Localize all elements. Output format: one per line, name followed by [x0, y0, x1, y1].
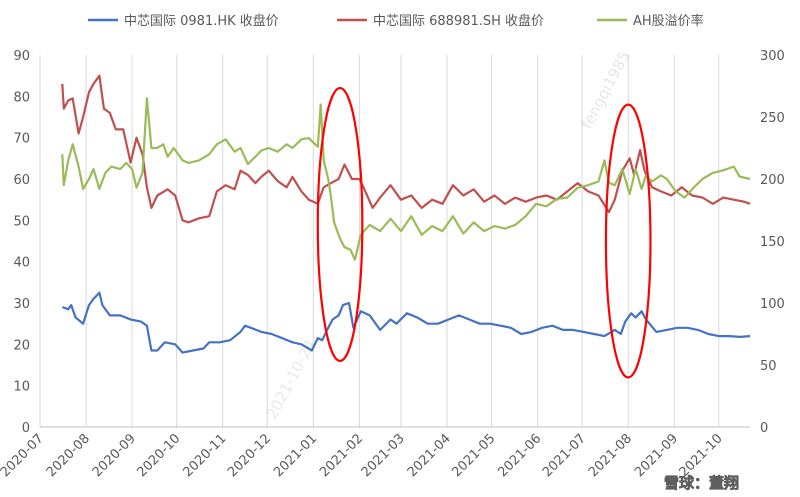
- left-tick-80: 80: [13, 90, 30, 105]
- x-tick-label-2020-09: 2020-09: [90, 431, 139, 480]
- left-tick-60: 60: [13, 173, 30, 188]
- x-tick-label-2020-12: 2020-12: [225, 431, 274, 480]
- x-tick-label-2020-10: 2020-10: [134, 431, 183, 480]
- x-tick-label-2021-09: 2021-09: [632, 431, 681, 480]
- right-tick-50: 50: [760, 359, 777, 374]
- highlight-ellipse-1: [316, 86, 364, 362]
- right-tick-300: 300: [760, 49, 785, 64]
- left-tick-90: 90: [13, 49, 30, 64]
- watermark-bottom: 2021-10-24: [263, 336, 320, 421]
- legend: 中芯国际 0981.HK 收盘价 中芯国际 688981.SH 收盘价 AH股溢价率: [88, 13, 704, 29]
- x-tick-label-2020-07: 2020-07: [0, 431, 47, 480]
- series-line-1: [61, 291, 751, 354]
- x-tick-label-2021-04: 2021-04: [405, 431, 454, 480]
- x-axis: 2020-072020-082020-092020-102020-112020-…: [0, 426, 750, 480]
- series-line-2: [61, 74, 751, 224]
- right-tick-150: 150: [760, 235, 785, 250]
- series-line-3: [61, 97, 751, 261]
- right-tick-100: 100: [760, 297, 785, 312]
- left-tick-40: 40: [13, 256, 30, 271]
- right-tick-0: 0: [760, 421, 768, 436]
- left-tick-30: 30: [13, 297, 30, 312]
- right-y-axis: 0 50 100 150 200 250 300: [760, 49, 785, 436]
- x-tick-label-2021-05: 2021-05: [449, 431, 498, 480]
- left-tick-0: 0: [22, 421, 30, 436]
- highlight-ellipse-2: [604, 103, 652, 379]
- x-tick-label-2021-01: 2021-01: [271, 431, 320, 480]
- right-tick-250: 250: [760, 111, 785, 126]
- x-tick-label-2020-11: 2020-11: [181, 431, 230, 480]
- x-tick-label-2021-06: 2021-06: [495, 431, 544, 480]
- watermarks: fengqi1985 2021-10-24 雪球：董翔: [263, 48, 740, 492]
- x-tick-label-2021-07: 2021-07: [540, 431, 589, 480]
- right-tick-200: 200: [760, 173, 785, 188]
- x-tick-label-2021-08: 2021-08: [586, 431, 635, 480]
- x-tick-label-2020-08: 2020-08: [44, 431, 93, 480]
- left-tick-10: 10: [13, 380, 30, 395]
- x-tick-label-2021-10: 2021-10: [677, 431, 726, 480]
- series-lines: [61, 74, 751, 354]
- left-tick-50: 50: [13, 214, 30, 229]
- x-tick-label-2021-02: 2021-02: [317, 431, 366, 480]
- legend-label-1: 中芯国际 0981.HK 收盘价: [124, 13, 279, 29]
- brand-watermark: 雪球：董翔: [664, 474, 739, 492]
- legend-label-3: AH股溢价率: [633, 13, 704, 29]
- left-tick-70: 70: [13, 132, 30, 147]
- legend-label-2: 中芯国际 688981.SH 收盘价: [373, 13, 544, 29]
- highlight-ellipses: [316, 86, 652, 379]
- watermark-rotated: fengqi1985: [578, 48, 634, 132]
- left-y-axis: 0 10 20 30 40 50 60 70 80 90: [13, 49, 30, 436]
- x-tick-label-2021-03: 2021-03: [359, 431, 408, 480]
- vertical-gridlines: [39, 55, 720, 427]
- left-tick-20: 20: [13, 338, 30, 353]
